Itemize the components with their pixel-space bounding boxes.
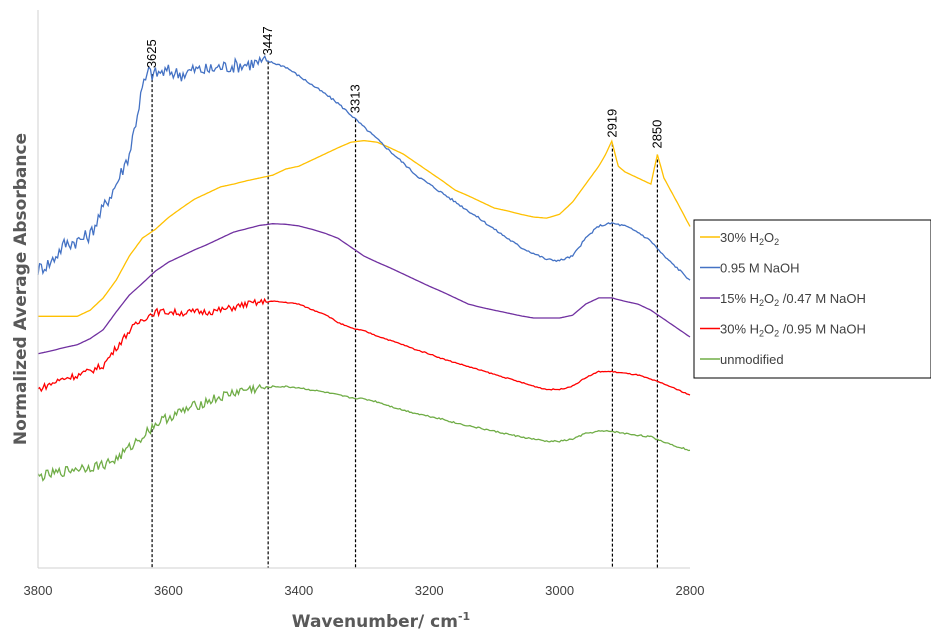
peak-labels: 3625 3447 3313 2919 2850 <box>144 26 664 148</box>
series-line-4 <box>37 297 691 396</box>
legend-label-part: unmodified <box>720 352 784 367</box>
x-tick-label: 3000 <box>545 583 574 598</box>
series-line-2 <box>37 54 691 281</box>
series-line-5 <box>37 383 691 482</box>
legend-label-part: /0.47 M NaOH <box>779 291 866 306</box>
peak-label-2850: 2850 <box>649 120 664 149</box>
x-tick-label: 3800 <box>24 583 53 598</box>
legend-label-1: 30% H2O2 <box>720 230 779 247</box>
legend-label-3: 15% H2O2 /0.47 M NaOH <box>720 291 866 308</box>
x-tick-label: 3600 <box>154 583 183 598</box>
peak-label-3447: 3447 <box>260 26 275 55</box>
x-tick-label: 2800 <box>676 583 705 598</box>
legend-label-part: O <box>764 322 774 337</box>
legend-label-2: 0.95 M NaOH <box>720 261 799 276</box>
peak-label-3313: 3313 <box>348 84 363 113</box>
legend-label-4: 30% H2O2 /0.95 M NaOH <box>720 322 866 339</box>
legend-label-part: O <box>764 291 774 306</box>
x-axis-title-superscript: -1 <box>458 610 470 623</box>
legend-label-part: 2 <box>774 237 779 247</box>
y-axis-title: Normalized Average Absorbance <box>11 133 31 445</box>
legend-label-part: 30% H <box>720 230 759 245</box>
legend-label-part: /0.95 M NaOH <box>779 322 866 337</box>
legend-label-part: 0.95 M NaOH <box>720 261 799 276</box>
x-axis-title: Wavenumber/ cm-1 <box>292 610 470 632</box>
legend-label-part: 15% H <box>720 291 759 306</box>
legend-label-part: 2 <box>774 329 779 339</box>
legend-label-part: 30% H <box>720 322 759 337</box>
series-line-3 <box>37 223 691 355</box>
x-tick-label: 3200 <box>415 583 444 598</box>
legend-label-part: O <box>764 230 774 245</box>
legend-box <box>693 219 931 379</box>
legend-label-part: 2 <box>759 329 764 339</box>
peak-label-3625: 3625 <box>144 39 159 68</box>
x-tick-label: 3400 <box>284 583 313 598</box>
x-axis-title-text: Wavenumber/ cm <box>292 612 458 632</box>
series-line-1 <box>38 139 691 317</box>
legend-label-5: unmodified <box>720 352 784 367</box>
peak-label-2919: 2919 <box>604 109 619 138</box>
x-tick-labels: 3800 3600 3400 3200 3000 2800 <box>24 583 705 598</box>
legend-label-part: 2 <box>774 298 779 308</box>
peak-lines <box>151 61 659 568</box>
series-layer <box>37 54 691 482</box>
legend-label-part: 2 <box>759 298 764 308</box>
legend-label-part: 2 <box>759 237 764 247</box>
